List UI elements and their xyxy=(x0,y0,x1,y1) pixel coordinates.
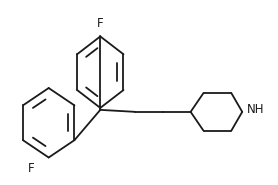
Text: F: F xyxy=(97,17,104,31)
Text: F: F xyxy=(28,162,34,175)
Text: NH: NH xyxy=(247,103,265,116)
